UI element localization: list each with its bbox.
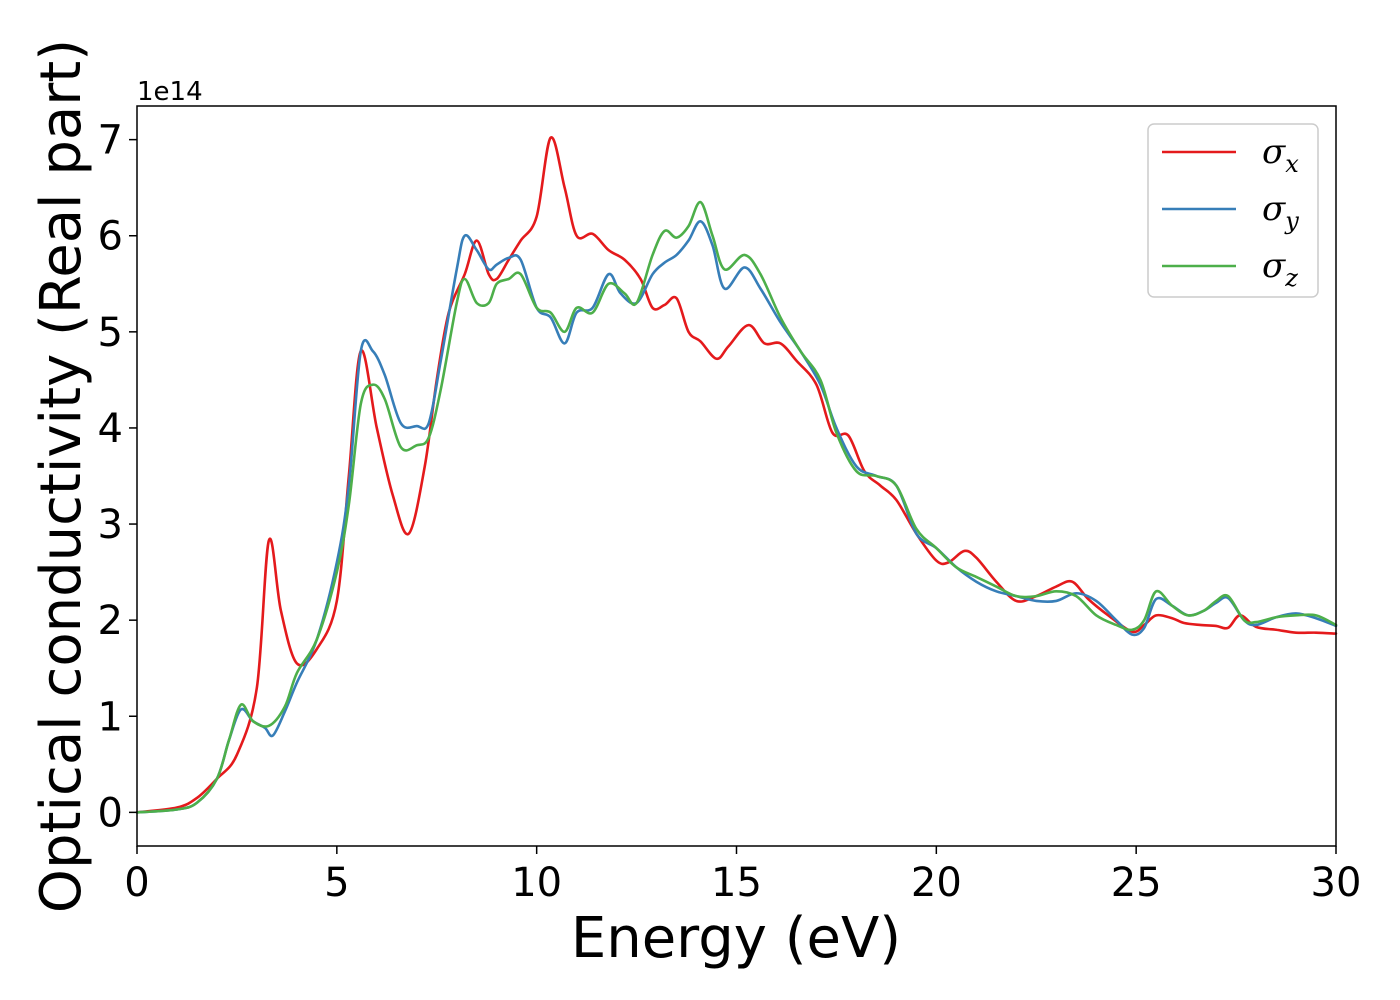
y-tick-label: 5 (98, 310, 123, 356)
x-tick-label: 0 (124, 860, 149, 906)
legend-label-z: σz (1262, 246, 1298, 292)
x-axis: 0 5 10 15 20 25 30 (124, 846, 1361, 906)
y-tick-label: 4 (98, 406, 123, 452)
legend-label-y: σy (1262, 189, 1299, 235)
y-axis: 0 1 2 3 4 5 6 7 (98, 118, 137, 836)
x-tick-label: 10 (511, 860, 562, 906)
legend-label-x: σx (1262, 132, 1299, 178)
y-offset-label: 1e14 (137, 77, 203, 107)
y-tick-label: 7 (98, 118, 123, 164)
y-tick-label: 2 (98, 598, 123, 644)
x-tick-label: 25 (1111, 860, 1162, 906)
y-tick-label: 1 (98, 694, 123, 740)
legend: σx σy σz (1147, 123, 1319, 298)
y-tick-label: 3 (98, 502, 123, 548)
x-axis-label: Energy (eV) (571, 906, 901, 971)
series-line-y (135, 220, 1338, 814)
x-tick-label: 20 (911, 860, 962, 906)
y-tick-label: 0 (98, 790, 123, 836)
legend-box (1147, 123, 1319, 298)
x-tick-label: 15 (711, 860, 762, 906)
x-tick-label: 5 (324, 860, 349, 906)
x-tick-label: 30 (1311, 860, 1362, 906)
series-line-z (135, 200, 1338, 814)
y-tick-label: 6 (98, 214, 123, 260)
y-axis-label: Optical conductivity (Real part) (29, 39, 94, 913)
plot-area (135, 136, 1338, 814)
